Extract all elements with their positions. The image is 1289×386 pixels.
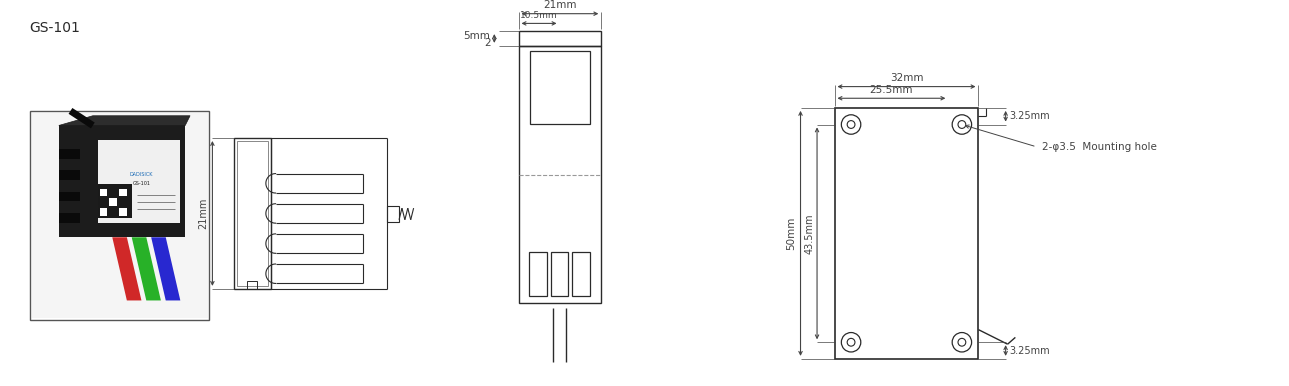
Bar — [834, 108, 978, 359]
Bar — [530, 252, 547, 296]
Bar — [119, 189, 126, 196]
Bar — [99, 189, 107, 196]
Bar — [59, 170, 80, 180]
Bar — [247, 281, 257, 289]
Bar — [550, 252, 568, 296]
Polygon shape — [59, 125, 186, 237]
Bar — [237, 141, 268, 286]
Polygon shape — [151, 237, 180, 300]
Bar — [233, 138, 271, 289]
Bar — [518, 31, 601, 46]
Bar — [59, 149, 80, 159]
Bar — [98, 140, 180, 223]
Polygon shape — [112, 237, 142, 300]
Text: 25.5mm: 25.5mm — [869, 85, 913, 95]
Text: 5mm: 5mm — [464, 30, 490, 41]
Bar — [59, 213, 80, 223]
Bar — [572, 252, 589, 296]
Text: 10.5mm: 10.5mm — [521, 12, 558, 20]
Text: 21mm: 21mm — [199, 198, 209, 229]
Bar — [530, 51, 589, 124]
Polygon shape — [131, 237, 161, 300]
Text: 21mm: 21mm — [543, 0, 576, 10]
Bar — [388, 206, 400, 222]
Bar — [32, 113, 208, 318]
Bar — [518, 46, 601, 303]
Text: 50mm: 50mm — [786, 217, 797, 250]
Bar — [98, 184, 131, 218]
Bar — [110, 198, 117, 206]
Text: GS-101: GS-101 — [30, 22, 80, 36]
Text: 3.25mm: 3.25mm — [1009, 111, 1051, 121]
Bar — [30, 111, 210, 320]
Bar — [99, 208, 107, 216]
Bar — [119, 208, 126, 216]
Text: 32mm: 32mm — [889, 73, 923, 83]
Text: DADISICK: DADISICK — [130, 172, 153, 176]
Text: 3.25mm: 3.25mm — [1009, 346, 1051, 356]
Text: GS-101: GS-101 — [133, 181, 151, 186]
Polygon shape — [59, 116, 189, 125]
Text: 2: 2 — [483, 38, 490, 48]
Text: 2-φ3.5  Mounting hole: 2-φ3.5 Mounting hole — [1042, 142, 1156, 152]
Bar — [59, 191, 80, 201]
Text: 43.5mm: 43.5mm — [804, 213, 815, 254]
